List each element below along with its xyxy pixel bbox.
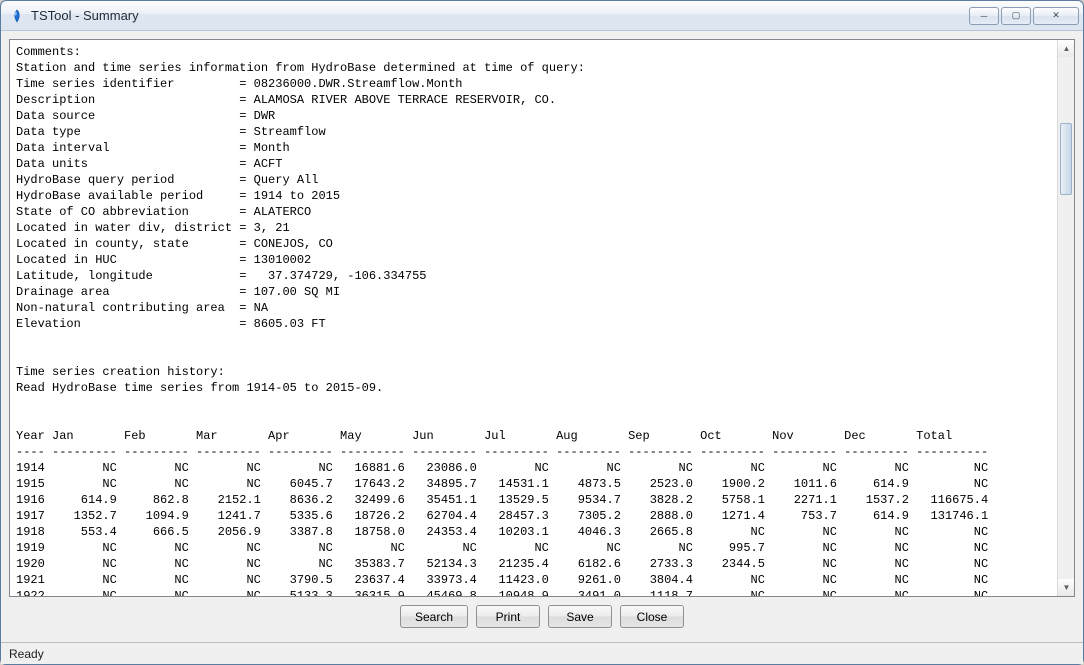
app-window: TSTool - Summary ─ ▢ ✕ Comments: Station…: [0, 0, 1084, 665]
summary-text-panel: Comments: Station and time series inform…: [9, 39, 1075, 597]
close-icon: ✕: [1052, 10, 1060, 21]
search-button[interactable]: Search: [400, 605, 468, 628]
minimize-icon: ─: [981, 11, 987, 21]
button-row: Search Print Save Close: [9, 597, 1075, 634]
minimize-button[interactable]: ─: [969, 7, 999, 25]
client-area: Comments: Station and time series inform…: [1, 31, 1083, 642]
window-title: TSTool - Summary: [31, 8, 969, 23]
summary-text[interactable]: Comments: Station and time series inform…: [10, 40, 1057, 596]
maximize-button[interactable]: ▢: [1001, 7, 1031, 25]
scroll-track[interactable]: [1058, 57, 1074, 579]
scroll-down-button[interactable]: ▼: [1058, 579, 1075, 596]
chevron-down-icon: ▼: [1063, 583, 1071, 592]
scroll-up-button[interactable]: ▲: [1058, 40, 1075, 57]
close-window-button[interactable]: ✕: [1033, 7, 1079, 25]
window-controls: ─ ▢ ✕: [969, 7, 1079, 25]
save-button[interactable]: Save: [548, 605, 612, 628]
close-button[interactable]: Close: [620, 605, 684, 628]
button-label: Close: [637, 610, 668, 624]
titlebar[interactable]: TSTool - Summary ─ ▢ ✕: [1, 1, 1083, 31]
status-text: Ready: [9, 647, 44, 661]
scroll-thumb[interactable]: [1060, 123, 1072, 195]
button-label: Save: [566, 610, 593, 624]
chevron-up-icon: ▲: [1063, 44, 1071, 53]
status-bar: Ready: [1, 642, 1083, 664]
button-label: Print: [496, 610, 521, 624]
print-button[interactable]: Print: [476, 605, 540, 628]
vertical-scrollbar[interactable]: ▲ ▼: [1057, 40, 1074, 596]
button-label: Search: [415, 610, 453, 624]
app-icon: [9, 8, 25, 24]
maximize-icon: ▢: [1012, 10, 1021, 21]
